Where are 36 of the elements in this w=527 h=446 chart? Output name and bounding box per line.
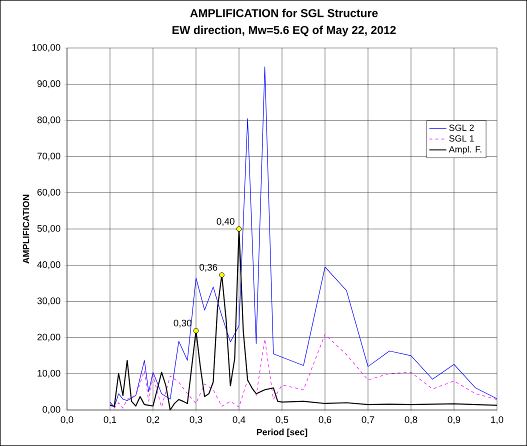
y-axis-title: AMPLIFICATION: [22, 194, 30, 264]
y-tick-label: 100,00: [32, 44, 60, 52]
line-series: [110, 66, 498, 408]
line-series: [110, 334, 498, 408]
x-tick-label: 1,0: [491, 416, 504, 424]
x-tick-label: 0,5: [276, 416, 288, 424]
y-tick-label: 40,00: [37, 261, 60, 270]
chart-subtitle: EW direction, Mw=5.6 EQ of May 22, 2012: [172, 26, 396, 36]
x-tick-label: 0,8: [404, 416, 418, 424]
x-tick-label: 0,2: [146, 416, 160, 424]
annotation: 0,36: [200, 264, 218, 272]
y-tick-label: 50,00: [37, 225, 60, 233]
y-tick-label: 90,00: [37, 80, 60, 88]
y-tick-label: 80,00: [37, 116, 60, 124]
point: [193, 328, 199, 334]
x-tick-label: 0,3: [190, 416, 202, 424]
legend-label: SGL 2: [449, 124, 474, 131]
x-tick-label: 0,0: [60, 416, 74, 424]
y-tick-label: 20,00: [37, 334, 60, 342]
x-tick-label: 0,4: [232, 416, 246, 424]
y-tick-label: 60,00: [37, 188, 60, 197]
x-tick-label: 0,9: [448, 416, 460, 424]
point: [219, 272, 224, 278]
legend-label: SGL 1: [449, 135, 474, 142]
y-tick-label: 10,00: [38, 370, 60, 378]
x-tick-label: 0,1: [104, 416, 116, 424]
y-tick-label: 0,00: [42, 406, 60, 414]
x-tick-label: 0,6: [318, 416, 332, 424]
y-tick-label: 70,00: [37, 152, 60, 161]
annotation: 0,40: [216, 218, 234, 226]
legend-label: Ampl. F.: [448, 146, 482, 154]
x-axis-title: Period [sec]: [256, 428, 308, 438]
y-tick-label: 30,00: [37, 297, 60, 306]
point: [236, 226, 242, 232]
x-tick-label: 0,7: [362, 416, 374, 424]
chart-title: AMPLIFICATION for SGL Structure: [190, 8, 378, 18]
